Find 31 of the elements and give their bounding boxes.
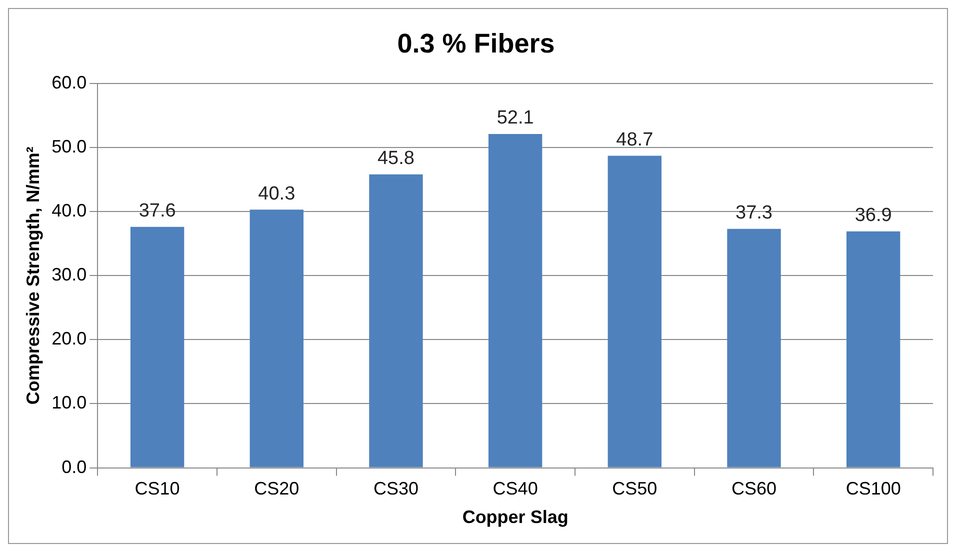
y-tick-label: 30.0 bbox=[52, 264, 87, 285]
bar bbox=[846, 231, 900, 468]
data-label: 48.7 bbox=[616, 130, 654, 151]
x-tick-label: CS100 bbox=[846, 478, 901, 499]
x-tick-label: CS30 bbox=[373, 478, 418, 499]
x-tick-label: CS10 bbox=[134, 478, 180, 499]
x-tick-label: CS40 bbox=[492, 478, 538, 499]
data-label: 36.9 bbox=[854, 205, 892, 226]
data-label: 52.1 bbox=[496, 108, 534, 129]
x-tick-label: CS20 bbox=[254, 478, 300, 499]
chart-title: 0.3 % Fibers bbox=[397, 28, 555, 59]
y-axis-title: Compressive Strength, N/mm² bbox=[22, 146, 43, 405]
bar bbox=[488, 134, 542, 468]
data-label: 40.3 bbox=[258, 183, 296, 204]
bar bbox=[250, 210, 304, 468]
data-label: 37.3 bbox=[736, 202, 772, 224]
y-tick-label: 50.0 bbox=[52, 136, 87, 156]
data-label: 37.6 bbox=[138, 200, 176, 222]
x-axis-title: Copper Slag bbox=[462, 507, 568, 528]
y-tick-label: 0.0 bbox=[62, 456, 87, 477]
bar bbox=[369, 174, 423, 468]
y-tick-label: 40.0 bbox=[52, 200, 87, 220]
x-tick-label: CS50 bbox=[612, 478, 658, 499]
y-tick-label: 10.0 bbox=[52, 392, 87, 413]
bar bbox=[608, 156, 662, 468]
x-tick-label: CS60 bbox=[731, 478, 777, 499]
y-tick-label: 60.0 bbox=[52, 72, 87, 92]
data-label: 45.8 bbox=[377, 148, 414, 170]
bar bbox=[727, 228, 781, 468]
bar bbox=[130, 226, 184, 468]
y-tick-label: 20.0 bbox=[52, 328, 87, 349]
